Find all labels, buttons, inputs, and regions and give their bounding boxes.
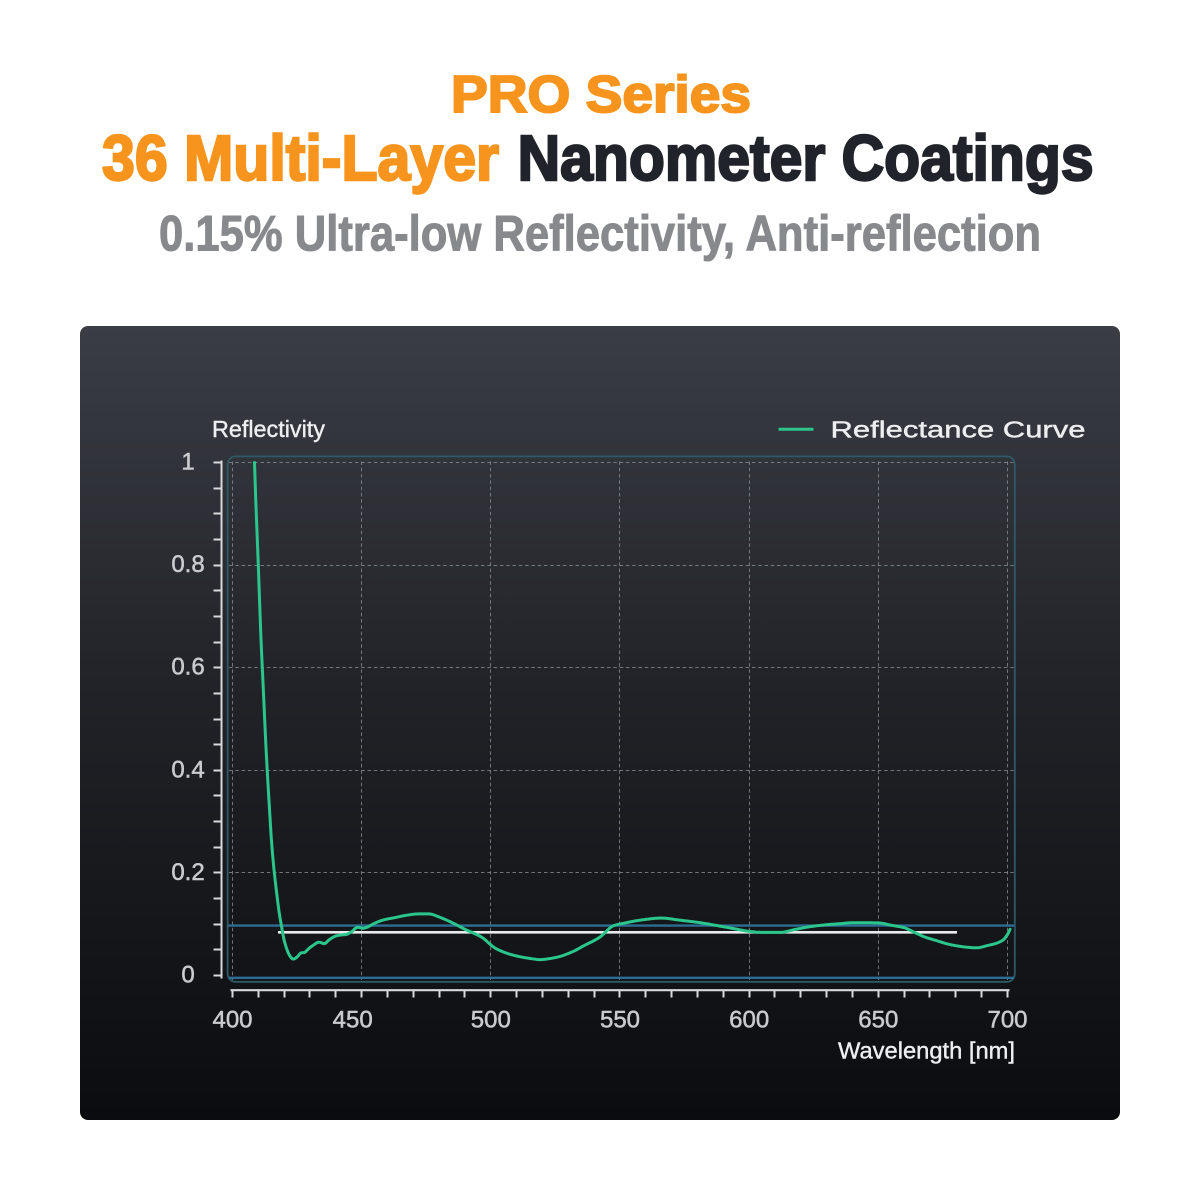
svg-text:0: 0 [181, 962, 194, 989]
svg-text:Nanometer Coatings: Nanometer Coatings [518, 122, 1094, 194]
svg-text:0.8: 0.8 [171, 551, 204, 578]
svg-text:1: 1 [181, 449, 194, 476]
svg-text:0.15% Ultra-low Reflectivity,: 0.15% Ultra-low Reflectivity, Anti-refle… [159, 206, 1041, 262]
svg-text:36 Multi-Layer: 36 Multi-Layer [102, 122, 499, 194]
svg-text:0.4: 0.4 [171, 756, 204, 783]
svg-text:400: 400 [212, 1007, 252, 1034]
svg-text:600: 600 [729, 1007, 769, 1034]
svg-text:700: 700 [987, 1007, 1027, 1034]
svg-text:Wavelength [nm]: Wavelength [nm] [838, 1038, 1015, 1064]
svg-text:650: 650 [858, 1007, 898, 1034]
svg-text:PRO Series: PRO Series [451, 66, 751, 124]
svg-text:0.2: 0.2 [171, 859, 204, 886]
svg-text:Reflectivity: Reflectivity [212, 416, 325, 442]
svg-text:500: 500 [471, 1007, 511, 1034]
svg-text:Reflectance Curve: Reflectance Curve [831, 416, 1086, 442]
svg-text:450: 450 [333, 1007, 373, 1034]
svg-text:550: 550 [600, 1007, 640, 1034]
svg-text:0.6: 0.6 [171, 654, 204, 681]
